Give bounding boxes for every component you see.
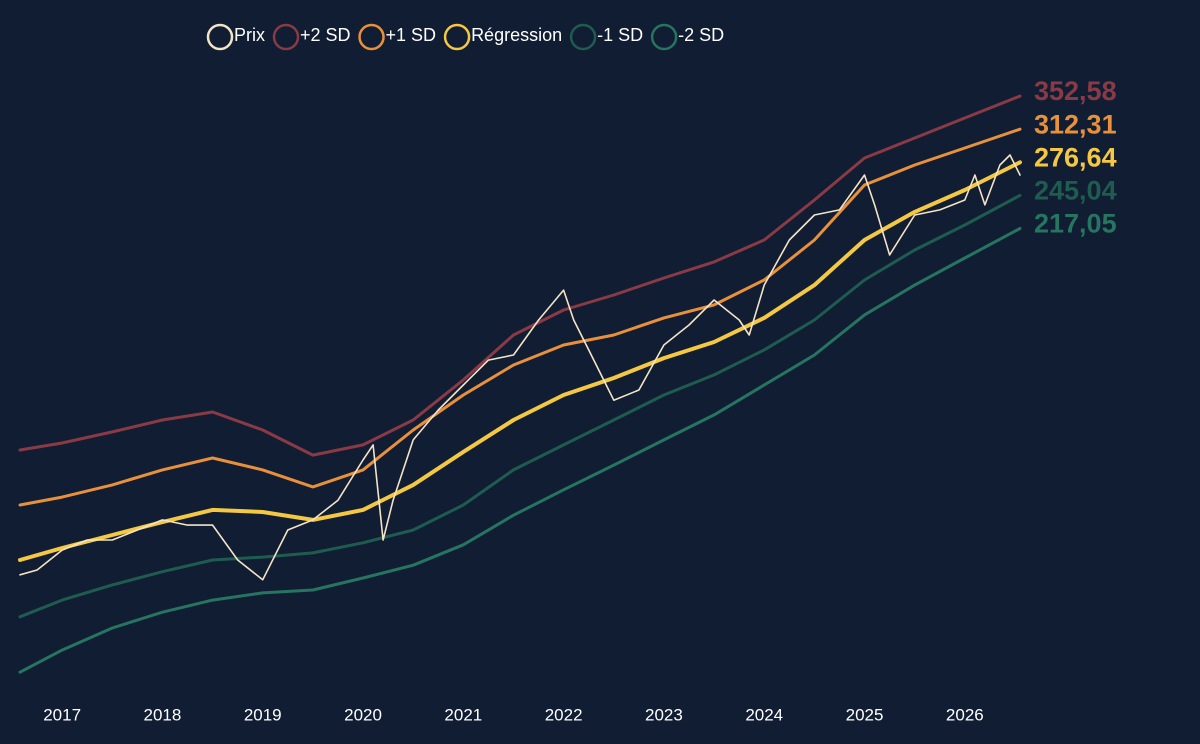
series-line — [19, 154, 1021, 581]
x-tick-label: 2024 — [745, 705, 783, 724]
series-line — [18, 160, 1022, 562]
x-tick-label: 2020 — [344, 705, 382, 724]
x-tick-label: 2023 — [645, 705, 683, 724]
legend-label: +2 SD — [300, 25, 351, 45]
legend-marker — [358, 23, 385, 51]
legend-label: Prix — [234, 25, 265, 45]
legend-marker — [206, 23, 234, 51]
legend-marker — [569, 23, 597, 51]
legend-marker — [272, 23, 300, 51]
legend-marker — [443, 23, 471, 51]
x-tick-label: 2022 — [545, 705, 583, 724]
end-value-label: 217,05 — [1034, 209, 1117, 239]
end-value-label: 276,64 — [1034, 142, 1117, 172]
x-tick-label: 2021 — [444, 705, 482, 724]
series-line — [18, 127, 1022, 507]
x-tick-label: 2019 — [244, 705, 282, 724]
series-line — [18, 193, 1022, 619]
legend-label: -1 SD — [597, 25, 643, 45]
series-line — [18, 227, 1022, 674]
legend-label: Régression — [471, 25, 562, 45]
x-tick-label: 2025 — [846, 705, 884, 724]
x-tick-label: 2026 — [946, 705, 984, 724]
end-value-label: 312,31 — [1034, 109, 1117, 139]
legend-label: -2 SD — [678, 25, 724, 45]
legend-label: +1 SD — [386, 25, 437, 45]
x-tick-label: 2018 — [144, 705, 182, 724]
series-line — [18, 94, 1022, 457]
end-value-label: 352,58 — [1034, 76, 1117, 106]
x-tick-label: 2017 — [43, 705, 81, 724]
legend-marker — [650, 23, 678, 51]
end-value-label: 245,04 — [1034, 175, 1117, 205]
